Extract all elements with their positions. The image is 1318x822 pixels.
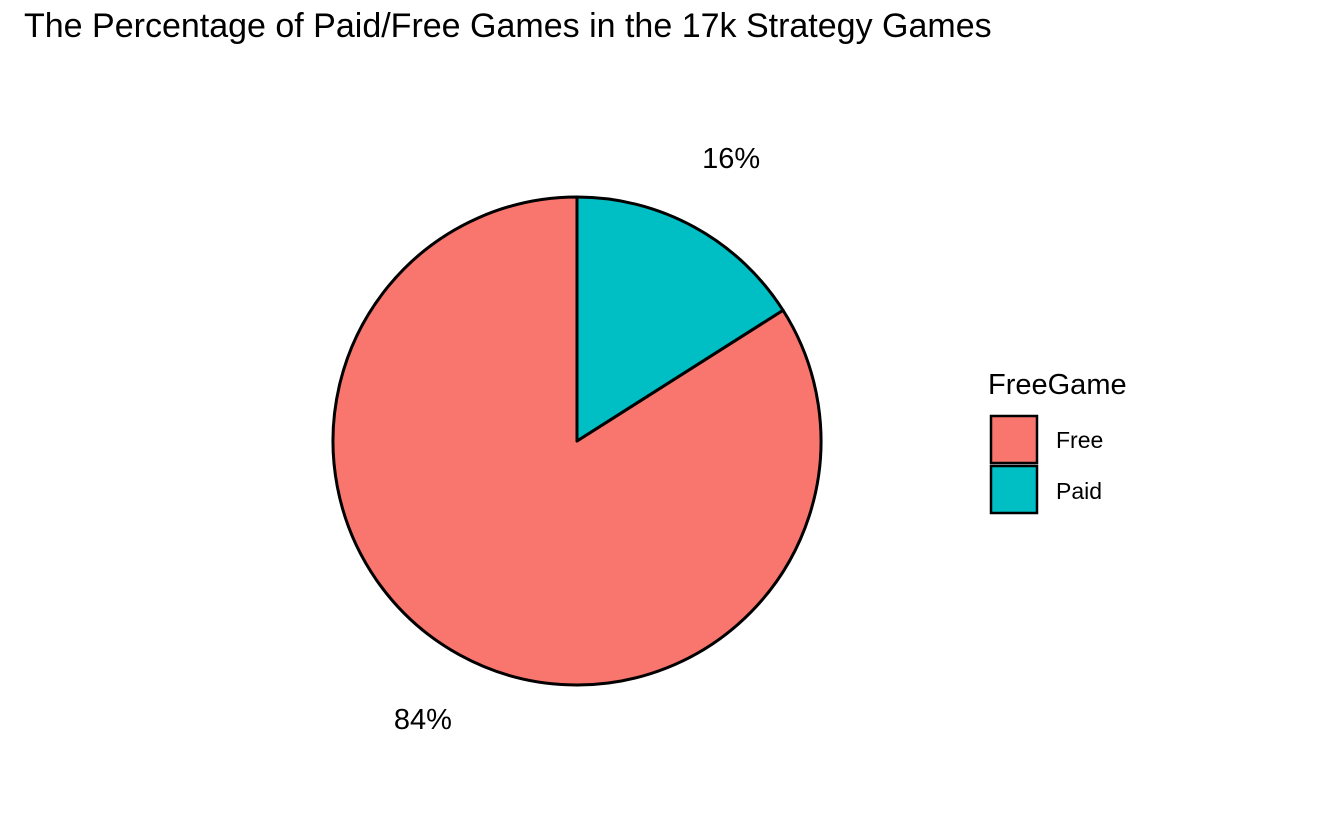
- pie-plot: 84% 16%: [331, 143, 823, 736]
- slice-label-paid: 16%: [702, 143, 760, 175]
- slice-label-free: 84%: [394, 704, 452, 736]
- chart-title: The Percentage of Paid/Free Games in the…: [24, 7, 992, 45]
- legend-label-free: Free: [1056, 427, 1103, 453]
- legend-key-free: [989, 414, 1039, 465]
- legend-title: FreeGame: [988, 369, 1127, 401]
- legend: FreeGame Free Paid: [988, 369, 1127, 515]
- legend-label-paid: Paid: [1056, 478, 1102, 504]
- legend-key-paid: [989, 464, 1039, 515]
- pie-slice-paid: [575, 195, 785, 443]
